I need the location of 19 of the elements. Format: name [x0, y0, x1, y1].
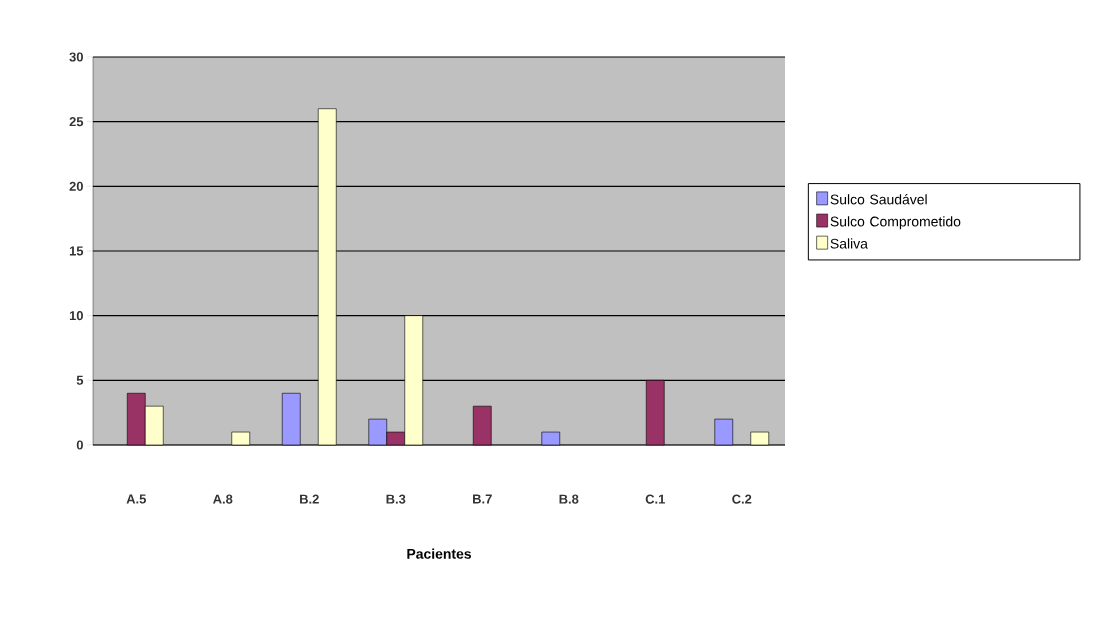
y-tick-label: 20: [69, 181, 83, 191]
x-tick-label: A.5: [126, 494, 146, 504]
legend-label: Sulco Comprometido: [830, 216, 961, 230]
y-tick-label: 15: [69, 246, 84, 256]
y-tick-label: 5: [76, 375, 84, 385]
x-axis-title: Pacientes: [407, 548, 471, 559]
x-tick-label: C.1: [645, 494, 665, 504]
legend-label: Sulco Saudável: [830, 193, 927, 205]
y-tick-label: 30: [69, 52, 83, 62]
x-tick-label: B.7: [473, 494, 492, 504]
y-tick-label: 10: [69, 311, 83, 321]
x-tick-label: B.8: [559, 494, 579, 504]
legend-label: Saliva: [830, 238, 868, 249]
x-tick-label: B.2: [300, 494, 319, 504]
x-tick-label: C.2: [732, 494, 752, 504]
x-tick-label: B.3: [386, 494, 406, 504]
y-tick-label: 25: [69, 117, 84, 127]
x-tick-label: A.8: [213, 494, 233, 504]
y-tick-label: 0: [76, 440, 83, 450]
